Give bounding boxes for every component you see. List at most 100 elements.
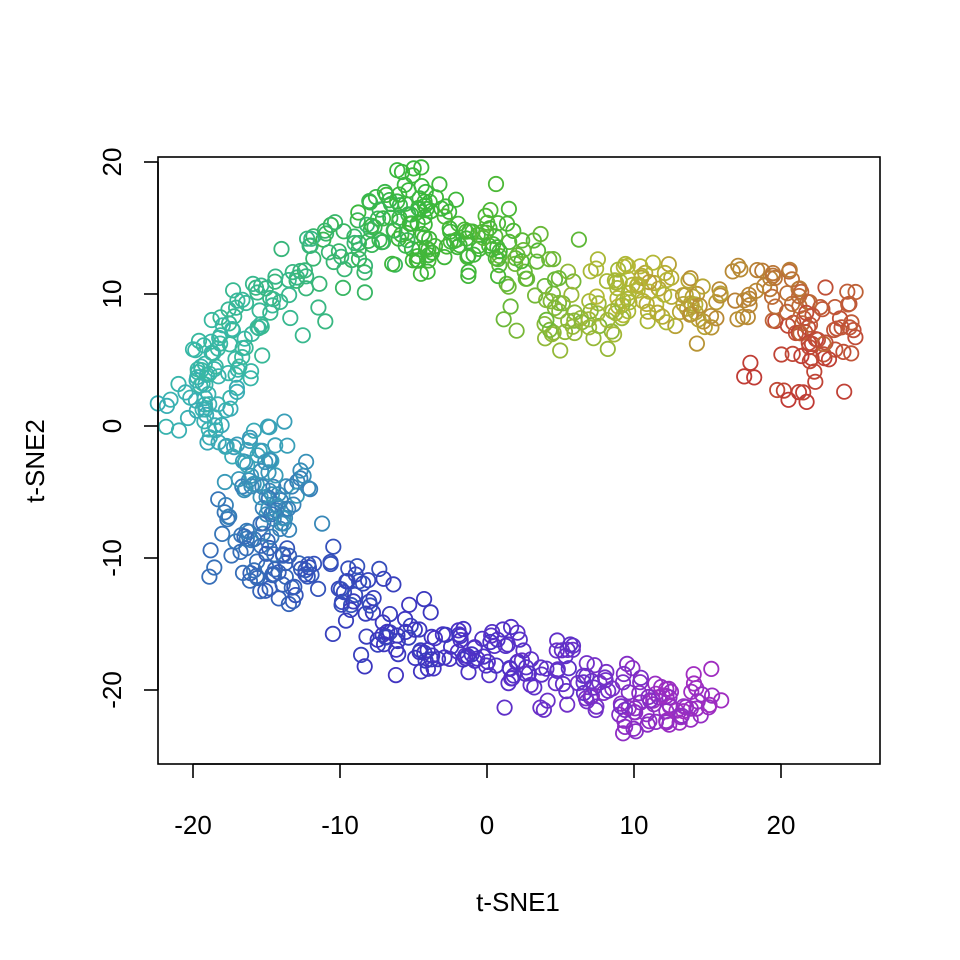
data-point — [563, 286, 580, 303]
data-point — [724, 263, 741, 280]
data-point — [236, 528, 253, 545]
data-point — [798, 304, 815, 321]
data-point — [560, 312, 577, 330]
data-point — [588, 288, 605, 305]
data-point — [522, 676, 539, 694]
data-point — [425, 660, 442, 677]
data-point — [270, 486, 287, 503]
data-point — [688, 335, 706, 352]
data-point — [598, 273, 616, 290]
data-point — [397, 237, 414, 254]
data-point — [400, 206, 417, 223]
data-point — [243, 363, 260, 380]
data-point — [656, 286, 673, 303]
data-point — [188, 372, 205, 389]
data-point — [833, 319, 850, 336]
data-point — [551, 303, 568, 320]
data-point — [491, 243, 508, 260]
data-point — [234, 291, 251, 308]
data-point — [736, 368, 753, 385]
data-point — [405, 160, 422, 177]
data-point — [275, 510, 292, 527]
data-point — [239, 456, 256, 474]
data-point — [337, 612, 355, 629]
data-point — [800, 334, 817, 352]
data-point — [385, 222, 402, 239]
data-point — [806, 363, 823, 380]
data-point — [309, 580, 327, 598]
data-point — [611, 273, 628, 290]
data-point — [488, 657, 505, 674]
data-point — [609, 261, 627, 278]
data-point — [265, 290, 282, 308]
data-point — [458, 223, 475, 240]
data-point — [187, 392, 205, 409]
data-point — [349, 558, 366, 575]
data-point — [780, 391, 797, 408]
data-point — [297, 566, 314, 583]
data-point — [615, 665, 633, 683]
data-point — [201, 568, 218, 585]
data-point — [416, 208, 433, 225]
data-point — [416, 644, 433, 661]
data-point — [673, 707, 690, 724]
data-point — [532, 225, 549, 243]
data-point — [299, 568, 316, 585]
data-point — [792, 325, 809, 342]
data-point — [420, 252, 437, 269]
data-point — [206, 361, 223, 378]
data-point — [296, 262, 313, 279]
data-point — [778, 303, 796, 320]
data-point — [404, 167, 421, 184]
data-point — [532, 699, 549, 716]
data-point — [335, 223, 352, 240]
data-point — [702, 307, 720, 325]
data-point — [407, 649, 424, 667]
data-point — [756, 277, 773, 294]
data-point — [599, 340, 616, 357]
data-point — [583, 672, 601, 690]
data-point — [224, 320, 241, 338]
data-point — [545, 324, 562, 341]
x-axis-ticks: -20 -10 0 10 20 — [174, 764, 795, 840]
data-point — [254, 478, 271, 495]
data-point — [371, 201, 388, 218]
data-point — [242, 370, 259, 387]
data-point — [398, 224, 415, 242]
data-point — [764, 264, 782, 282]
data-point — [660, 256, 677, 273]
data-point — [600, 682, 617, 699]
data-point — [200, 421, 217, 438]
data-point — [243, 478, 260, 495]
y-axis-title: t-SNE2 — [20, 419, 50, 503]
data-point — [238, 530, 255, 547]
data-point — [616, 701, 634, 719]
data-point — [632, 674, 649, 691]
data-point — [447, 191, 465, 208]
data-point — [385, 576, 402, 593]
data-point — [505, 222, 522, 239]
data-point — [375, 636, 393, 653]
data-point — [612, 698, 630, 715]
data-point — [234, 453, 252, 470]
data-point — [726, 292, 744, 309]
data-point — [615, 307, 632, 324]
data-point — [261, 419, 278, 436]
data-point — [324, 625, 341, 643]
data-point — [426, 630, 443, 647]
data-point — [482, 202, 499, 219]
data-point — [258, 506, 275, 523]
data-point — [639, 313, 656, 330]
data-point — [703, 319, 720, 336]
data-point — [526, 287, 544, 304]
data-point — [604, 303, 621, 320]
data-point — [431, 176, 448, 193]
data-point — [440, 203, 458, 220]
data-point — [216, 473, 233, 491]
data-point — [310, 299, 327, 316]
data-point — [375, 570, 392, 587]
data-point — [365, 589, 382, 607]
data-point — [641, 713, 658, 730]
data-point — [404, 252, 421, 269]
data-point — [322, 216, 339, 233]
